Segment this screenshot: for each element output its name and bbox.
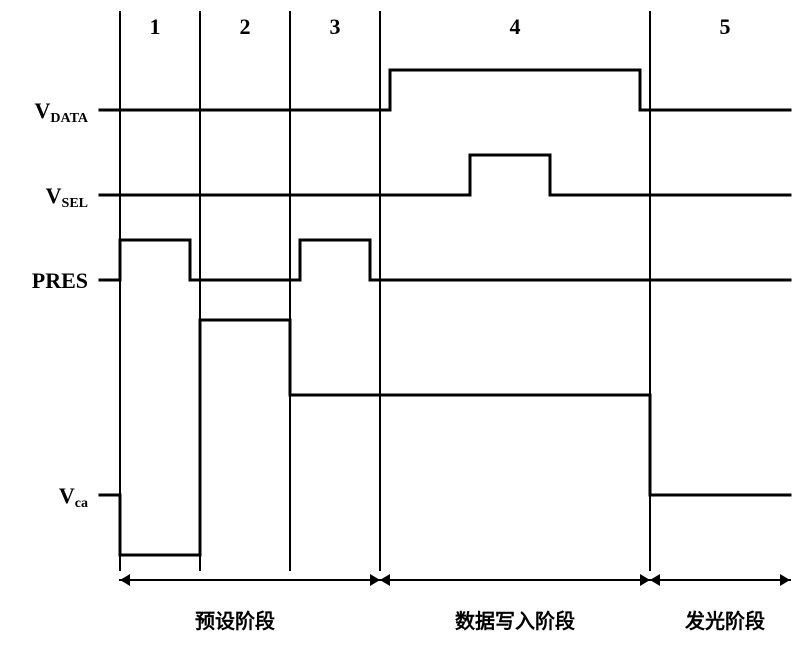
phase-num-2: 2	[230, 14, 260, 40]
label-vdata: VDATA	[8, 98, 88, 124]
phase-num-3: 3	[320, 14, 350, 40]
phase-label-write: 数据写入阶段	[455, 605, 575, 634]
label-vsel: VSEL	[8, 183, 88, 209]
label-vca: Vca	[8, 483, 88, 509]
phase-num-1: 1	[140, 14, 170, 40]
phase-label-preset: 预设阶段	[195, 605, 275, 634]
label-pres: PRES	[8, 268, 88, 294]
phase-num-5: 5	[710, 14, 740, 40]
phase-num-4: 4	[500, 14, 530, 40]
phase-label-emit: 发光阶段	[685, 605, 765, 634]
timing-diagram	[0, 0, 800, 655]
